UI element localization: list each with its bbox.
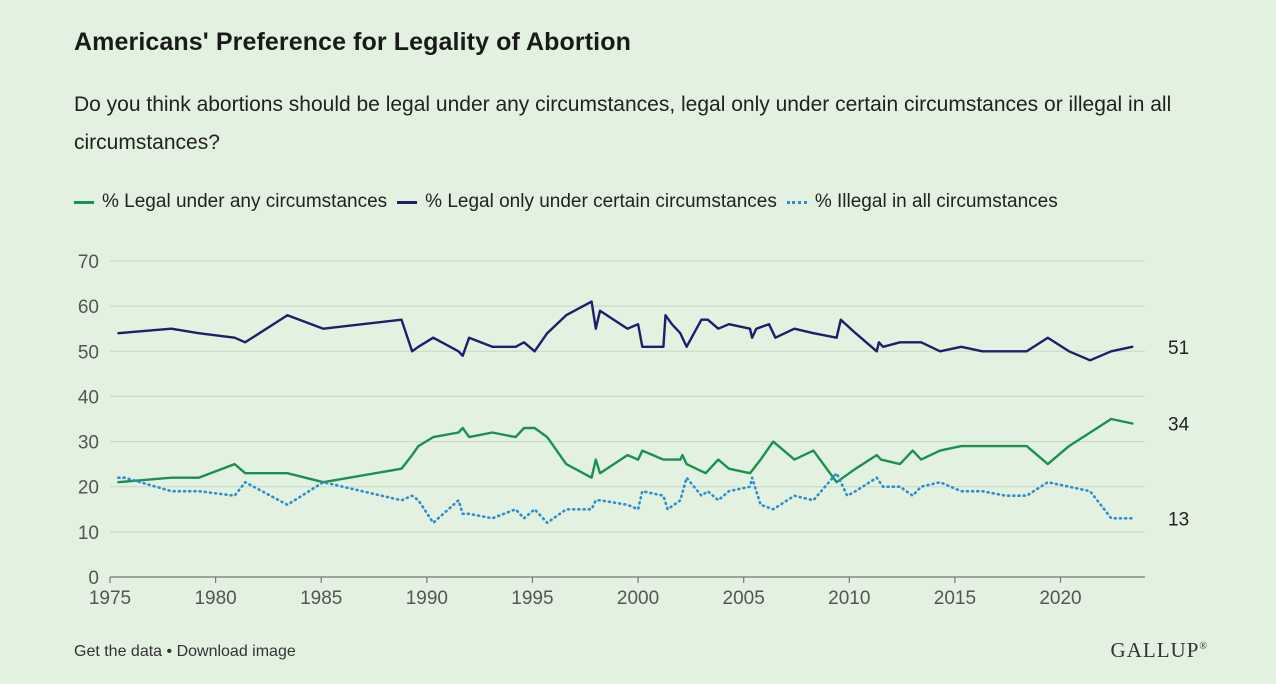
x-tick-label: 1985 [300, 588, 342, 609]
legend-label-legal-any: % Legal under any circumstances [102, 191, 388, 212]
chart-legend: % Legal under any circumstances % Legal … [74, 189, 1068, 215]
legend-label-illegal-all: % Illegal in all circumstances [814, 191, 1058, 212]
end-data-label: 51 [1168, 338, 1189, 359]
end-data-label: 34 [1168, 415, 1190, 436]
x-tick-label: 2010 [828, 588, 870, 609]
legend-swatch-legal-certain [397, 200, 418, 204]
series-line-illegal-all [117, 471, 1134, 525]
x-tick-label: 1980 [194, 588, 236, 609]
y-tick-label: 0 [88, 568, 99, 589]
y-tick-label: 50 [78, 342, 99, 363]
legend-item-legal-certain: % Legal only under certain circumstances [397, 191, 777, 213]
gallup-logo-mark: ® [1199, 641, 1208, 652]
x-tick-label: 2015 [934, 588, 976, 609]
chart-subtitle: Do you think abortions should be legal u… [74, 93, 1172, 154]
legend-item-legal-any: % Legal under any circumstances [74, 191, 387, 213]
get-data-link[interactable]: Get the data [74, 643, 163, 660]
x-tick-label: 1990 [406, 588, 448, 609]
gallup-logo: GALLUP® [1111, 638, 1208, 663]
footer-links: Get the data • Download image [74, 643, 296, 661]
x-tick-label: 1975 [89, 588, 131, 609]
footer-separator: • [162, 643, 177, 660]
gallup-logo-text: GALLUP [1110, 638, 1200, 662]
y-tick-label: 30 [78, 433, 99, 454]
series-line-legal-certain [117, 300, 1134, 362]
chart-title: Americans' Preference for Legality of Ab… [74, 28, 631, 56]
y-tick-label: 40 [78, 387, 99, 408]
x-tick-label: 2005 [723, 588, 765, 609]
legend-swatch-illegal-all [786, 200, 807, 204]
legend-item-illegal-all: % Illegal in all circumstances [786, 191, 1058, 213]
y-tick-label: 70 [78, 252, 99, 273]
y-tick-label: 60 [78, 297, 99, 318]
x-tick-label: 2000 [617, 588, 659, 609]
legend-label-legal-certain: % Legal only under certain circumstances [425, 191, 777, 212]
download-image-link[interactable]: Download image [176, 643, 296, 660]
y-tick-label: 20 [78, 478, 99, 499]
legend-swatch-legal-any [74, 200, 94, 204]
series-line-legal-any [117, 417, 1134, 484]
x-tick-label: 2020 [1039, 588, 1081, 609]
y-tick-label: 10 [78, 523, 99, 544]
end-data-label: 13 [1168, 509, 1189, 530]
x-tick-label: 1995 [511, 588, 553, 609]
